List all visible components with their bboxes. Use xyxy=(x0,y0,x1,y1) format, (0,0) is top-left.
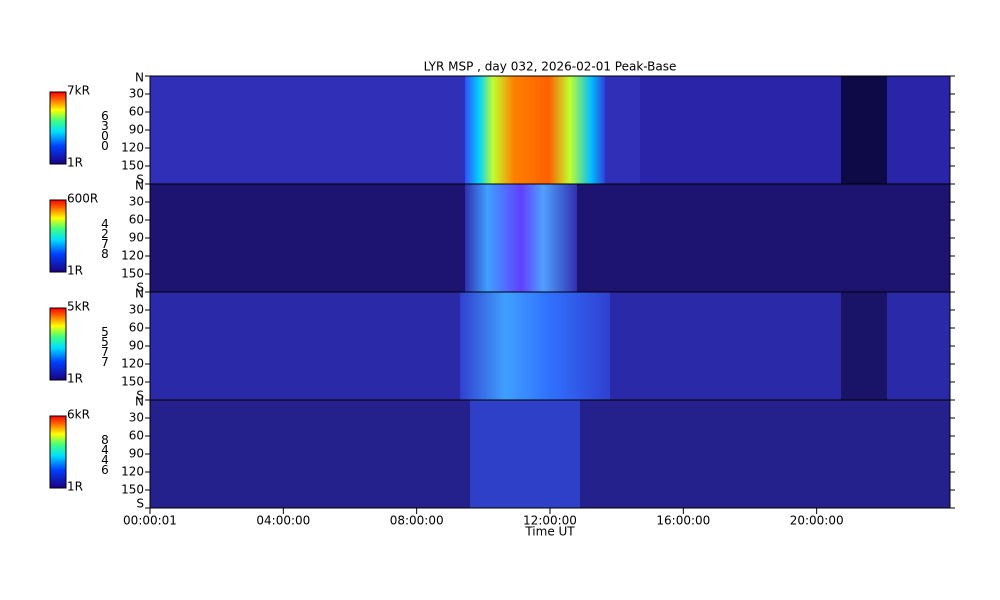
scale-max: 7kR xyxy=(67,84,90,98)
wavelength: 4278 xyxy=(101,217,109,261)
y-tick-label: N xyxy=(135,287,144,301)
y-tick-label: 120 xyxy=(121,249,144,263)
x-tick-label: 04:00:00 xyxy=(256,514,310,528)
y-tick-label: 150 xyxy=(121,267,144,281)
data-gap xyxy=(841,292,887,400)
scale-max: 6kR xyxy=(67,408,90,422)
y-tick-label: S xyxy=(136,497,144,511)
x-axis-label: Time UT xyxy=(524,525,575,539)
y-tick-label: 30 xyxy=(129,195,144,209)
y-tick-label: 90 xyxy=(129,123,144,137)
scale-min: 1R xyxy=(67,156,83,170)
aurora-region xyxy=(470,400,580,508)
wavelength: 5577 xyxy=(101,325,109,369)
data-gap xyxy=(841,76,887,184)
y-tick-label: 60 xyxy=(129,105,144,119)
chart-title: LYR MSP , day 032, 2026-02-01 Peak-Base xyxy=(424,60,677,74)
scale-max: 600R xyxy=(67,192,98,206)
y-tick-label: 150 xyxy=(121,483,144,497)
scale-min: 1R xyxy=(67,264,83,278)
y-tick-label: 60 xyxy=(129,321,144,335)
y-tick-label: N xyxy=(135,71,144,85)
y-tick-label: S xyxy=(136,173,144,187)
y-tick-label: 120 xyxy=(121,141,144,155)
colorbar xyxy=(49,307,67,381)
y-tick-label: 120 xyxy=(121,357,144,371)
scale-min: 1R xyxy=(67,480,83,494)
scale-min: 1R xyxy=(67,372,83,386)
aurora-region xyxy=(465,76,605,184)
y-tick-label: 90 xyxy=(129,339,144,353)
y-tick-label: N xyxy=(135,179,144,193)
y-tick-label: 60 xyxy=(129,213,144,227)
y-tick-label: 90 xyxy=(129,231,144,245)
y-tick-label: 150 xyxy=(121,375,144,389)
y-tick-label: 30 xyxy=(129,411,144,425)
scale-max: 5kR xyxy=(67,300,90,314)
y-tick-label: 60 xyxy=(129,429,144,443)
y-tick-label: 30 xyxy=(129,87,144,101)
wavelength: 8446 xyxy=(101,433,109,477)
x-tick-label: 20:00:00 xyxy=(790,514,844,528)
y-tick-label: S xyxy=(136,281,144,295)
colorbar xyxy=(49,199,67,273)
y-tick-label: 90 xyxy=(129,447,144,461)
colorbar xyxy=(49,415,67,489)
colorbar xyxy=(49,91,67,165)
x-tick-label: 16:00:00 xyxy=(656,514,710,528)
aurora-region xyxy=(465,184,577,292)
wavelength: 6300 xyxy=(101,109,109,153)
x-tick-label: 12:00:00 xyxy=(523,514,577,528)
y-tick-label: 150 xyxy=(121,159,144,173)
x-tick-label: 08:00:00 xyxy=(390,514,444,528)
keogram-background xyxy=(640,76,950,184)
y-tick-label: N xyxy=(135,395,144,409)
x-tick-label: 00:00:01 xyxy=(123,514,177,528)
aurora-region xyxy=(460,292,610,400)
y-tick-label: S xyxy=(136,389,144,403)
y-tick-label: 30 xyxy=(129,303,144,317)
y-tick-label: 120 xyxy=(121,465,144,479)
